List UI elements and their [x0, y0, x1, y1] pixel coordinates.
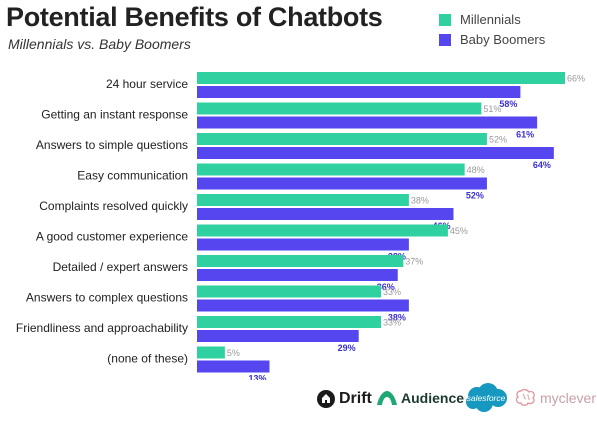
data-label-baby-boomers: 13% [248, 374, 266, 381]
legend-item-millennials: Millennials [439, 12, 521, 27]
category-label: A good customer experience [36, 230, 188, 244]
bar-millennials [197, 163, 465, 176]
category-label: 24 hour service [106, 77, 188, 91]
data-label-baby-boomers: 58% [499, 99, 517, 109]
data-label-millennials: 5% [227, 348, 240, 358]
bar-chart: 24 hour service 66% 58% Getting an instant … [16, 72, 585, 381]
bar-baby-boomers [197, 299, 409, 312]
data-label-baby-boomers: 64% [533, 160, 551, 170]
legend-label-millennials: Millennials [460, 12, 521, 27]
bar-baby-boomers [197, 330, 359, 342]
salesforce-logo-text: salesforce [467, 393, 506, 403]
data-label-millennials: 52% [489, 135, 507, 145]
data-label-baby-boomers: 61% [516, 130, 534, 140]
bar-baby-boomers [197, 86, 521, 98]
category-label: Complaints resolved quickly [39, 199, 188, 213]
data-label-millennials: 48% [467, 165, 485, 175]
bar-millennials [197, 194, 409, 206]
data-label-baby-boomers: 29% [338, 343, 356, 353]
bar-millennials [197, 133, 487, 145]
bar-millennials [197, 102, 482, 115]
audience-logo: Audience [376, 390, 464, 406]
bar-millennials [197, 72, 565, 84]
data-label-baby-boomers: 38% [388, 313, 406, 323]
category-label: Friendliness and approachability [16, 321, 188, 335]
category-label: Getting an instant response [41, 108, 188, 122]
legend-item-baby-boomers: Baby Boomers [439, 32, 545, 47]
data-label-baby-boomers: 36% [377, 282, 395, 292]
drift-logo-text: Drift [339, 390, 372, 407]
audience-logo-text: Audience [401, 390, 465, 406]
category-label: Easy communication [77, 169, 188, 183]
drift-logo: Drift [316, 389, 372, 409]
audience-icon [377, 391, 397, 405]
data-label-millennials: 45% [450, 226, 468, 236]
chart-subtitle: Millennials vs. Baby Boomers [8, 36, 191, 52]
category-label: Answers to simple questions [36, 138, 188, 152]
bar-baby-boomers [197, 208, 454, 220]
legend-swatch-baby-boomers [439, 33, 451, 46]
bar-baby-boomers [197, 147, 554, 159]
category-label: Detailed / expert answers [53, 260, 188, 274]
myclever-logo: myclever [515, 388, 596, 408]
drift-icon [317, 390, 335, 408]
bar-millennials [197, 316, 381, 328]
category-label: Answers to complex questions [26, 291, 188, 305]
myclever-logo-text: myclever [540, 390, 597, 406]
category-label: (none of these) [107, 352, 188, 366]
bar-baby-boomers [197, 116, 538, 129]
data-label-millennials: 66% [567, 74, 585, 84]
data-label-millennials: 38% [411, 196, 429, 206]
bar-baby-boomers [197, 177, 487, 190]
data-label-millennials: 51% [483, 104, 501, 114]
data-label-millennials: 33% [383, 318, 401, 328]
bar-baby-boomers [197, 269, 398, 281]
bar-millennials [197, 224, 448, 237]
data-label-millennials: 33% [383, 287, 401, 297]
salesforce-logo: salesforce [462, 382, 510, 414]
data-label-baby-boomers: 52% [466, 191, 484, 201]
bar-millennials [197, 255, 404, 267]
bar-millennials [197, 285, 381, 298]
brain-icon [515, 388, 535, 406]
bar-baby-boomers [197, 360, 270, 373]
bar-millennials [197, 346, 225, 359]
salesforce-cloud-icon: salesforce [466, 383, 507, 412]
bar-baby-boomers [197, 238, 409, 251]
sponsor-logos: Drift Audience salesforce [312, 380, 597, 416]
chart-title: Potential Benefits of Chatbots [6, 2, 383, 32]
data-label-millennials: 37% [405, 257, 423, 267]
legend-swatch-millennials [439, 13, 451, 26]
legend-label-baby-boomers: Baby Boomers [460, 32, 546, 47]
